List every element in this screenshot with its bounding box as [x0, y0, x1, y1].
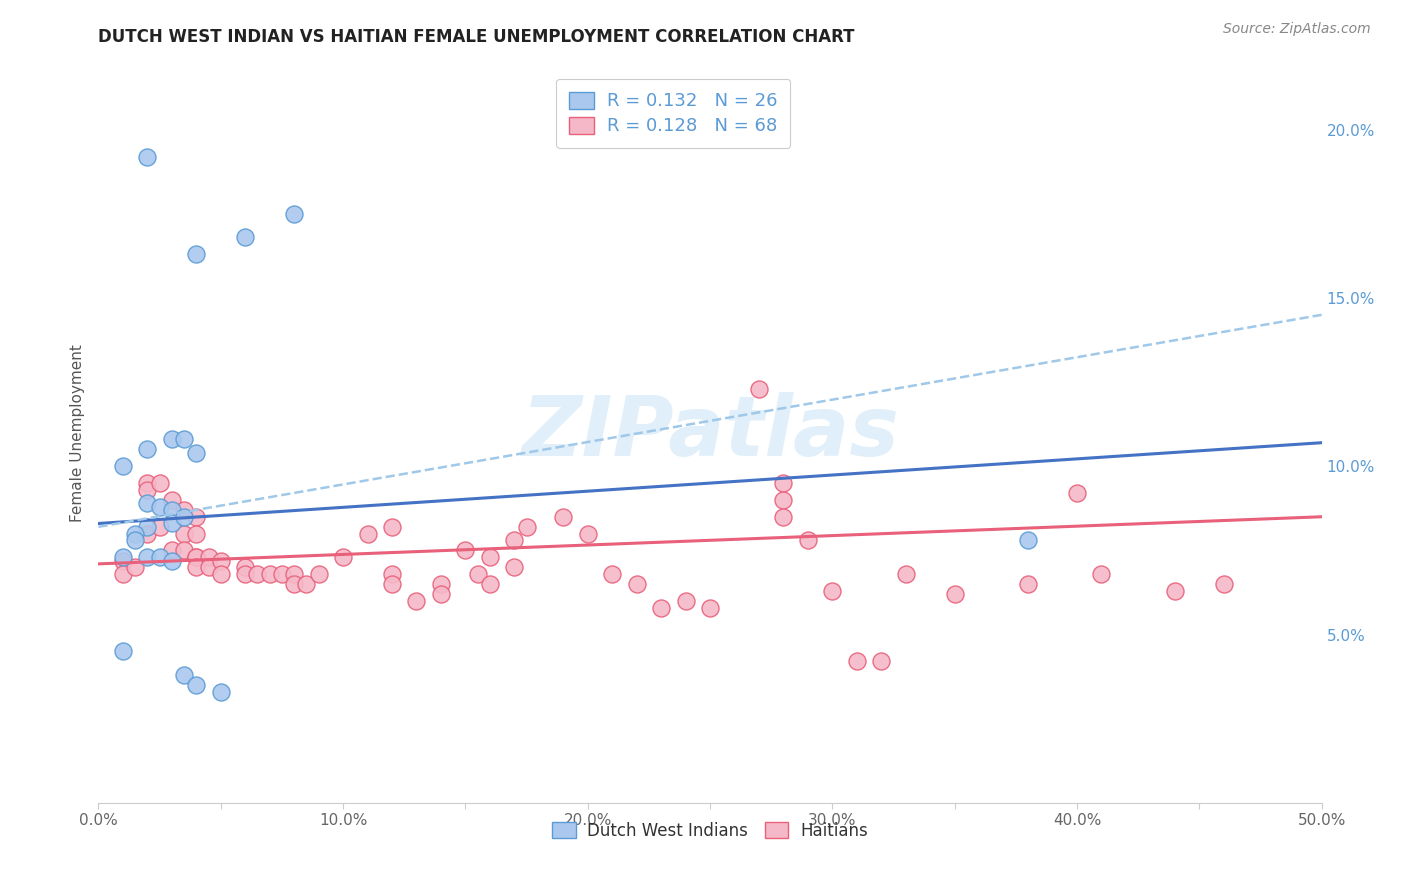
Point: [772, 509, 794, 524]
Point: [173, 509, 195, 524]
Point: [259, 566, 281, 581]
Point: [197, 560, 219, 574]
Point: [650, 600, 672, 615]
Point: [1017, 577, 1039, 591]
Point: [136, 442, 159, 457]
Point: [149, 520, 172, 534]
Point: [160, 503, 183, 517]
Point: [1164, 583, 1187, 598]
Point: [173, 543, 195, 558]
Point: [186, 247, 208, 261]
Point: [186, 678, 208, 692]
Point: [515, 520, 537, 534]
Point: [283, 566, 305, 581]
Point: [467, 566, 489, 581]
Point: [136, 496, 159, 510]
Point: [173, 433, 195, 447]
Point: [246, 566, 269, 581]
Point: [149, 476, 172, 491]
Point: [576, 526, 599, 541]
Point: [845, 655, 868, 669]
Point: [186, 550, 208, 565]
Point: [870, 655, 893, 669]
Point: [233, 560, 256, 574]
Point: [111, 550, 134, 565]
Point: [295, 577, 318, 591]
Point: [270, 566, 294, 581]
Point: [173, 668, 195, 682]
Point: [478, 577, 501, 591]
Point: [1017, 533, 1039, 548]
Point: [149, 500, 172, 514]
Point: [160, 433, 183, 447]
Point: [797, 533, 820, 548]
Point: [209, 566, 232, 581]
Point: [381, 577, 404, 591]
Point: [430, 577, 453, 591]
Point: [136, 550, 159, 565]
Point: [675, 594, 697, 608]
Point: [943, 587, 966, 601]
Point: [699, 600, 721, 615]
Point: [124, 533, 146, 548]
Point: [503, 533, 526, 548]
Text: Source: ZipAtlas.com: Source: ZipAtlas.com: [1223, 22, 1371, 37]
Legend: Dutch West Indians, Haitians: Dutch West Indians, Haitians: [546, 815, 875, 847]
Point: [209, 553, 232, 567]
Point: [136, 150, 159, 164]
Point: [283, 577, 305, 591]
Text: DUTCH WEST INDIAN VS HAITIAN FEMALE UNEMPLOYMENT CORRELATION CHART: DUTCH WEST INDIAN VS HAITIAN FEMALE UNEM…: [98, 28, 855, 45]
Point: [503, 560, 526, 574]
Point: [233, 230, 256, 244]
Point: [478, 550, 501, 565]
Point: [136, 483, 159, 497]
Point: [186, 560, 208, 574]
Point: [821, 583, 844, 598]
Point: [186, 526, 208, 541]
Point: [186, 446, 208, 460]
Point: [149, 550, 172, 565]
Point: [308, 566, 330, 581]
Point: [160, 553, 183, 567]
Point: [600, 566, 623, 581]
Point: [136, 476, 159, 491]
Point: [1212, 577, 1234, 591]
Point: [1066, 486, 1088, 500]
Point: [111, 566, 134, 581]
Point: [233, 566, 256, 581]
Point: [381, 566, 404, 581]
Point: [111, 553, 134, 567]
Point: [381, 520, 404, 534]
Point: [772, 492, 794, 507]
Point: [173, 526, 195, 541]
Point: [136, 520, 159, 534]
Point: [553, 509, 575, 524]
Point: [430, 587, 453, 601]
Point: [748, 382, 770, 396]
Point: [136, 526, 159, 541]
Point: [772, 476, 794, 491]
Point: [186, 550, 208, 565]
Point: [454, 543, 477, 558]
Point: [160, 492, 183, 507]
Point: [186, 509, 208, 524]
Point: [894, 566, 917, 581]
Point: [124, 560, 146, 574]
Point: [160, 543, 183, 558]
Y-axis label: Female Unemployment: Female Unemployment: [69, 343, 84, 522]
Point: [124, 526, 146, 541]
Point: [111, 459, 134, 474]
Point: [173, 503, 195, 517]
Text: ZIPatlas: ZIPatlas: [522, 392, 898, 473]
Point: [197, 550, 219, 565]
Point: [283, 207, 305, 221]
Point: [626, 577, 648, 591]
Point: [332, 550, 354, 565]
Point: [209, 685, 232, 699]
Point: [1090, 566, 1112, 581]
Point: [405, 594, 427, 608]
Point: [111, 644, 134, 658]
Point: [356, 526, 378, 541]
Point: [160, 516, 183, 531]
